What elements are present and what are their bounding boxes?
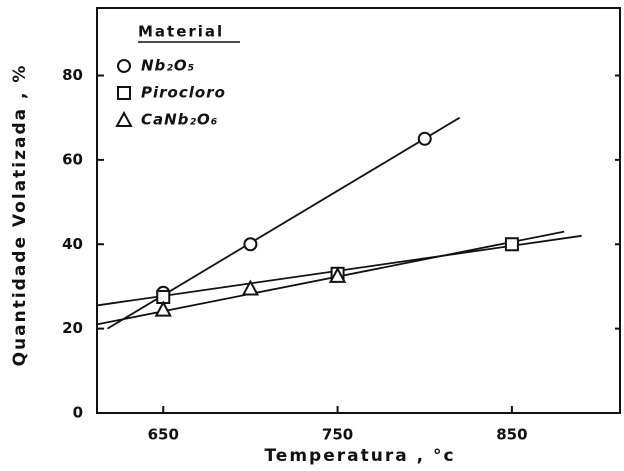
marker-triangle (241, 279, 260, 296)
x-axis-label: Temperatura , °c (264, 446, 455, 466)
marker-triangle (328, 266, 347, 283)
marker-circle (117, 59, 131, 73)
y-tick-label: 60 (62, 150, 83, 168)
y-tick-label: 0 (73, 404, 83, 422)
marker-square (504, 237, 519, 252)
marker-circle (417, 131, 432, 146)
x-tick-label: 750 (322, 426, 353, 444)
x-tick-label: 650 (148, 426, 179, 444)
marker-triangle (115, 110, 133, 127)
legend-label: CaNb₂O₆ (141, 111, 218, 129)
legend-label: Nb₂O₅ (141, 57, 195, 75)
y-axis-label: Quantidade Volatizada , % (10, 64, 30, 367)
legend-title: Material (138, 23, 224, 41)
plot-frame (96, 7, 621, 414)
legend-label: Pirocloro (141, 84, 226, 102)
y-tick-label: 20 (62, 319, 83, 337)
x-tick-label: 850 (496, 426, 527, 444)
marker-circle (243, 237, 258, 252)
y-tick-label: 40 (62, 235, 83, 253)
y-tick-label: 80 (62, 66, 83, 84)
marker-square (117, 86, 131, 100)
marker-triangle (154, 300, 172, 317)
